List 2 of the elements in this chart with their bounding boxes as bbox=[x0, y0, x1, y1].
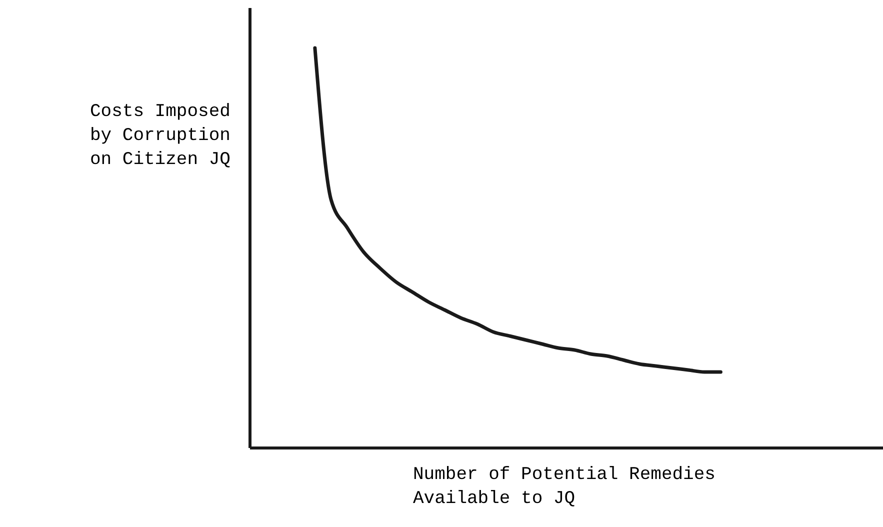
x-axis-title: Number of Potential Remedies Available to JQ bbox=[413, 464, 716, 511]
y-axis-title: Costs Imposed by Corruption on Citizen JQ bbox=[90, 101, 232, 172]
